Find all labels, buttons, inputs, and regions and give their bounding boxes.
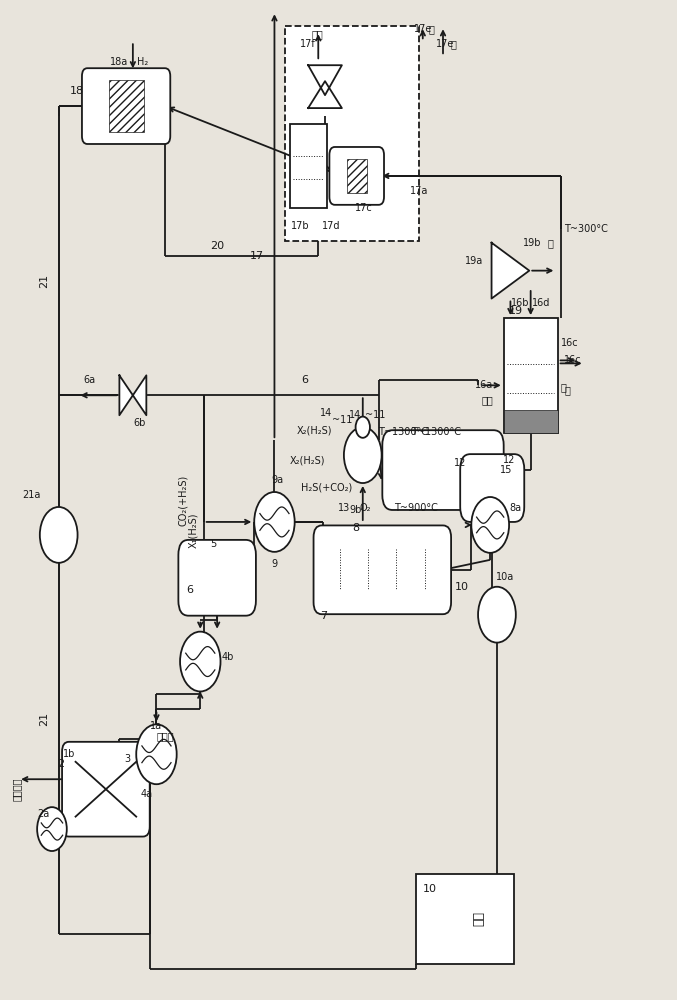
Bar [290,124,327,208]
Text: 16a: 16a [475,380,494,390]
Text: O₂: O₂ [359,503,370,513]
Bar [109,80,144,132]
Polygon shape [308,81,342,108]
Text: 6: 6 [301,375,308,385]
Circle shape [344,427,382,483]
Text: 16c: 16c [565,355,582,365]
Text: 天然气: 天然气 [156,731,174,741]
Text: 15: 15 [500,465,512,475]
Bar [504,410,558,433]
Text: 19: 19 [508,306,523,316]
Text: 18: 18 [70,86,84,96]
Text: 19b: 19b [523,238,541,248]
Text: 10a: 10a [496,572,514,582]
Text: 14: 14 [349,410,361,420]
Text: 8: 8 [352,523,359,533]
Text: ~11: ~11 [332,415,353,425]
Text: ~11: ~11 [365,410,385,420]
Text: 17d: 17d [322,221,340,231]
Bar [416,874,514,964]
Text: 6a: 6a [83,375,95,385]
Text: 17a: 17a [410,186,429,196]
FancyBboxPatch shape [178,540,256,616]
Circle shape [136,724,177,784]
Text: 1b: 1b [63,749,75,759]
Text: 21: 21 [39,712,49,726]
Circle shape [40,507,78,563]
Text: X₂(H₂S): X₂(H₂S) [290,455,326,465]
Text: 16d: 16d [531,298,550,308]
Text: 蒸汽: 蒸汽 [311,29,323,39]
Text: 17e: 17e [414,24,432,34]
Circle shape [478,587,516,643]
Text: 13: 13 [338,503,351,513]
Text: H₂S(+CO₂): H₂S(+CO₂) [301,482,353,492]
Bar [347,159,366,193]
Text: CO₂(+H₂S): CO₂(+H₂S) [179,474,188,526]
Circle shape [37,807,67,851]
Polygon shape [119,375,146,415]
Text: 9: 9 [271,559,278,569]
Text: T~300°C: T~300°C [565,224,608,234]
Text: 产品气体: 产品气体 [12,777,21,801]
Text: 硫: 硫 [565,385,570,395]
Text: 9b: 9b [349,505,362,515]
Text: 21a: 21a [22,490,41,500]
Text: 16c: 16c [561,338,579,348]
Text: 1a: 1a [150,721,162,731]
Bar [284,26,420,241]
Text: 17e: 17e [436,39,454,49]
Text: X₂(H₂S): X₂(H₂S) [297,425,332,435]
Text: 7: 7 [320,611,327,621]
Text: 20: 20 [210,241,224,251]
Text: 12: 12 [454,458,466,468]
Text: 17c: 17c [355,203,372,213]
Text: T~1300°C: T~1300°C [378,427,428,437]
Text: 17f: 17f [301,39,316,49]
Text: 17: 17 [250,251,264,261]
Text: 4a: 4a [140,789,152,799]
Polygon shape [492,243,529,299]
FancyBboxPatch shape [313,525,451,614]
Text: 10: 10 [455,582,468,592]
Text: 8a: 8a [509,503,521,513]
Text: 18a: 18a [110,57,129,67]
Text: 19a: 19a [465,256,483,266]
Text: 14: 14 [320,408,332,418]
Text: 21: 21 [39,274,49,288]
Text: 6: 6 [187,585,194,595]
Text: 硫: 硫 [561,382,567,392]
Text: T~900°C: T~900°C [394,503,438,513]
Text: 5: 5 [211,539,217,549]
Text: 4b: 4b [221,652,234,662]
Text: 6b: 6b [133,418,146,428]
FancyBboxPatch shape [460,454,524,522]
Text: 蒸汽: 蒸汽 [482,395,494,405]
Text: X₁(H₂S): X₁(H₂S) [188,512,198,548]
Text: 硫: 硫 [450,39,456,49]
Text: H₂: H₂ [137,57,148,67]
Text: 3: 3 [125,754,131,764]
Text: 16b: 16b [511,298,530,308]
Circle shape [255,492,294,552]
Text: 2a: 2a [38,809,50,819]
FancyBboxPatch shape [383,430,504,510]
FancyBboxPatch shape [330,147,384,205]
Circle shape [180,632,221,691]
FancyBboxPatch shape [62,742,150,837]
Text: T~1300°C: T~1300°C [411,427,461,437]
Bar [504,318,558,433]
Text: 硫: 硫 [548,238,554,248]
Circle shape [355,417,370,438]
Text: 12: 12 [503,455,515,465]
Polygon shape [308,65,342,95]
Circle shape [471,497,509,553]
Text: 9a: 9a [271,475,284,485]
FancyBboxPatch shape [82,68,171,144]
Text: 17b: 17b [291,221,310,231]
Text: 2: 2 [57,759,64,769]
Text: 10: 10 [422,884,437,894]
Text: 硫: 硫 [429,24,435,34]
Text: 溶剂: 溶剂 [472,911,485,926]
